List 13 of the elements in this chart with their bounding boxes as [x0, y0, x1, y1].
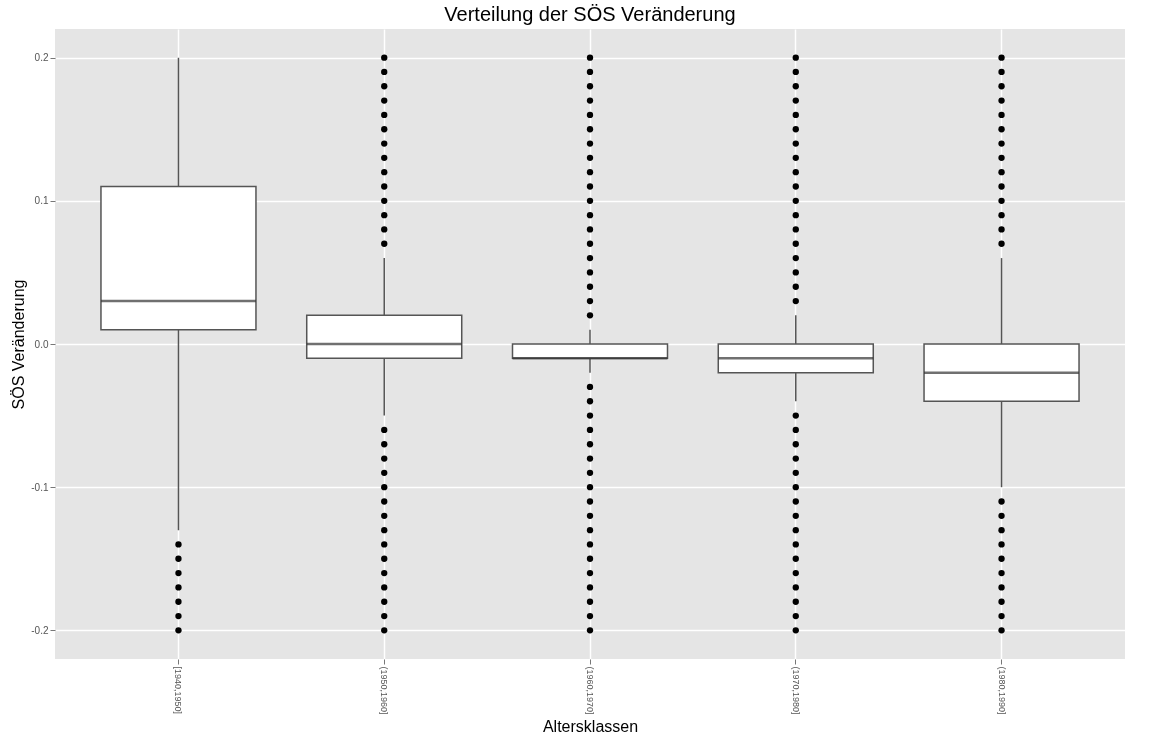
x-tick-label: [1940,1950] [173, 666, 184, 715]
chart-title: Verteilung der SÖS Veränderung [444, 3, 736, 25]
y-axis-title: SÖS Veränderung [10, 279, 28, 410]
x-tick-label: (1970,1980] [790, 666, 801, 715]
y-tick-label: 0.0 [34, 338, 49, 350]
y-tick-label: -0.2 [31, 624, 49, 636]
y-tick-label: 0.1 [34, 195, 49, 207]
y-tick-label: 0.2 [34, 52, 49, 64]
y-tick-label: -0.1 [31, 481, 49, 493]
x-axis-title: Altersklassen [542, 717, 639, 735]
x-tick-label: (1980,1990] [996, 666, 1007, 715]
x-tick-label: (1950,1960] [379, 666, 390, 715]
x-tick-label: (1960,1970] [585, 666, 595, 715]
